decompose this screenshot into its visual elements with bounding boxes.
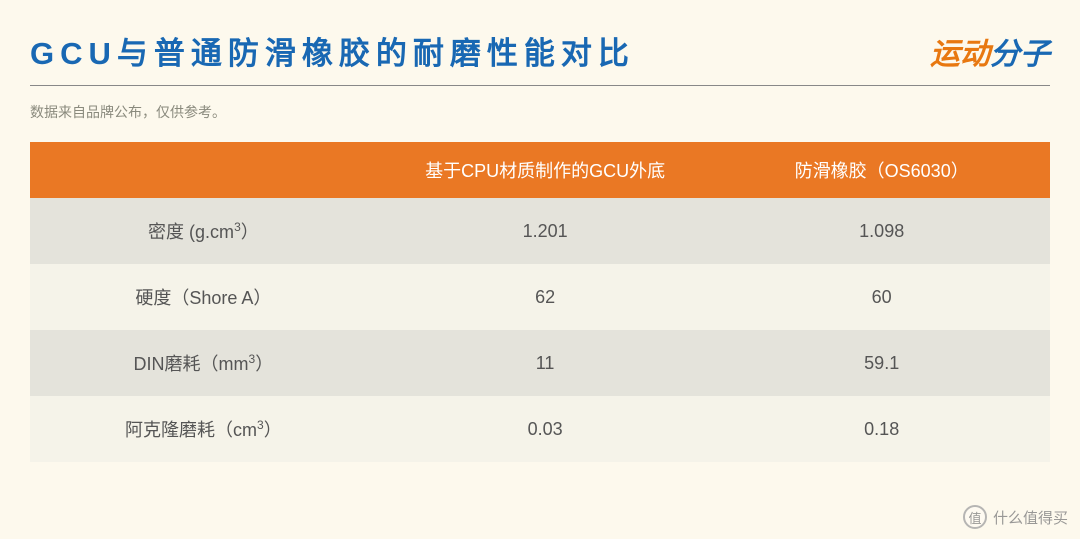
header: GCU与普通防滑橡胶的耐磨性能对比 运动分子 bbox=[0, 0, 1080, 85]
cell-gcu: 0.03 bbox=[377, 396, 714, 462]
table-header-row: 基于CPU材质制作的GCU外底 防滑橡胶（OS6030） bbox=[30, 142, 1050, 198]
brand-part1: 运动 bbox=[930, 38, 990, 71]
row-label: DIN磨耗（mm3） bbox=[30, 330, 377, 396]
table-body: 密度 (g.cm3）1.2011.098硬度（Shore A）6260DIN磨耗… bbox=[30, 198, 1050, 462]
watermark: 值 什么值得买 bbox=[963, 505, 1068, 529]
brand-part2: 分子 bbox=[990, 38, 1050, 71]
cell-gcu: 1.201 bbox=[377, 198, 714, 264]
table-row: DIN磨耗（mm3）1159.1 bbox=[30, 330, 1050, 396]
comparison-table: 基于CPU材质制作的GCU外底 防滑橡胶（OS6030） 密度 (g.cm3）1… bbox=[30, 142, 1050, 462]
header-empty bbox=[30, 142, 377, 198]
cell-gcu: 11 bbox=[377, 330, 714, 396]
source-note: 数据来自品牌公布，仅供参考。 bbox=[0, 86, 1080, 142]
table-row: 硬度（Shore A）6260 bbox=[30, 264, 1050, 330]
row-label: 密度 (g.cm3） bbox=[30, 198, 377, 264]
header-rubber: 防滑橡胶（OS6030） bbox=[713, 142, 1050, 198]
row-label: 硬度（Shore A） bbox=[30, 264, 377, 330]
cell-rubber: 1.098 bbox=[713, 198, 1050, 264]
table-row: 密度 (g.cm3）1.2011.098 bbox=[30, 198, 1050, 264]
watermark-badge-icon: 值 bbox=[963, 505, 987, 529]
header-gcu: 基于CPU材质制作的GCU外底 bbox=[377, 142, 714, 198]
brand-logo: 运动分子 bbox=[930, 29, 1050, 73]
row-label: 阿克隆磨耗（cm3） bbox=[30, 396, 377, 462]
table-row: 阿克隆磨耗（cm3）0.030.18 bbox=[30, 396, 1050, 462]
cell-gcu: 62 bbox=[377, 264, 714, 330]
cell-rubber: 0.18 bbox=[713, 396, 1050, 462]
cell-rubber: 60 bbox=[713, 264, 1050, 330]
watermark-text: 什么值得买 bbox=[993, 507, 1068, 528]
page-title: GCU与普通防滑橡胶的耐磨性能对比 bbox=[30, 28, 635, 73]
cell-rubber: 59.1 bbox=[713, 330, 1050, 396]
